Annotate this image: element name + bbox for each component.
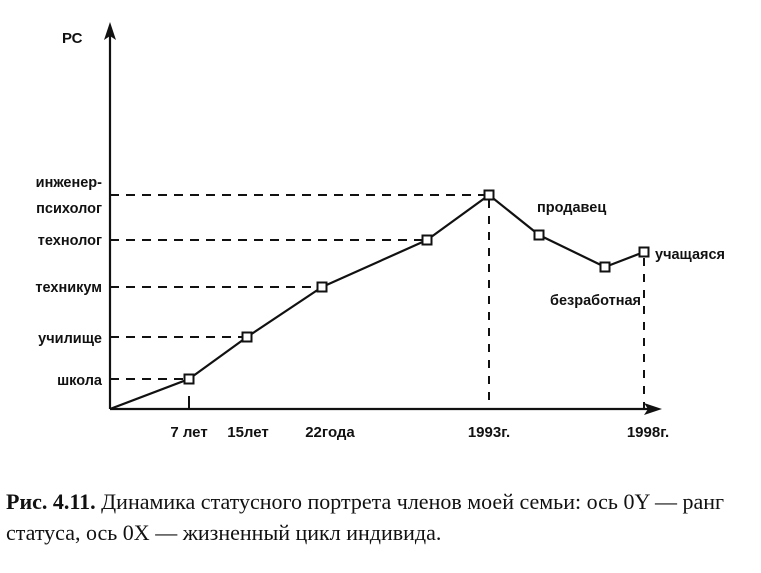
ytick-label-school: школа <box>57 373 103 389</box>
ytick-label-vocational-school: училище <box>38 331 102 347</box>
data-point-technologist <box>421 234 433 246</box>
data-point-technical-school <box>316 281 328 293</box>
xtick-label-1993: 1993г. <box>468 424 510 441</box>
data-point-salesperson <box>533 229 545 241</box>
data-point-vocational-school <box>241 331 253 343</box>
xtick-label-7-years: 7 лет <box>170 424 207 441</box>
figure-caption-number: Рис. 4.11. <box>6 489 96 514</box>
ytick-label-engineer-psychologist-line2: психолог <box>36 201 102 217</box>
xtick-label-1998: 1998г. <box>627 424 669 441</box>
annotation-unemployed: безработная <box>550 293 641 309</box>
figure-caption: Рис. 4.11. Динамика статусного портрета … <box>0 486 761 548</box>
xtick-label-22-years: 22года <box>305 424 355 441</box>
annotation-salesperson: продавец <box>537 200 606 216</box>
data-point-student <box>638 246 650 258</box>
figure-plot-area: РС инженер- психолог технолог техникум у… <box>35 22 725 441</box>
x-axis <box>110 403 662 415</box>
y-axis <box>104 22 116 409</box>
figure-caption-text: Динамика статусного портрета членов моей… <box>6 489 725 545</box>
annotation-student: учащаяся <box>655 247 725 263</box>
ytick-label-engineer-psychologist-line1: инженер- <box>36 175 103 191</box>
data-point-unemployed <box>599 261 611 273</box>
data-point-engineer-psychologist <box>483 189 495 201</box>
ytick-label-technologist: технолог <box>38 233 102 249</box>
data-point-school <box>183 373 195 385</box>
xtick-label-15-years: 15лет <box>227 424 269 441</box>
data-point-markers <box>183 189 650 385</box>
gridlines-vertical <box>488 200 645 409</box>
y-axis-name: РС <box>62 30 83 47</box>
ytick-label-technical-school: техникум <box>35 280 102 296</box>
gridlines-horizontal <box>110 194 489 380</box>
